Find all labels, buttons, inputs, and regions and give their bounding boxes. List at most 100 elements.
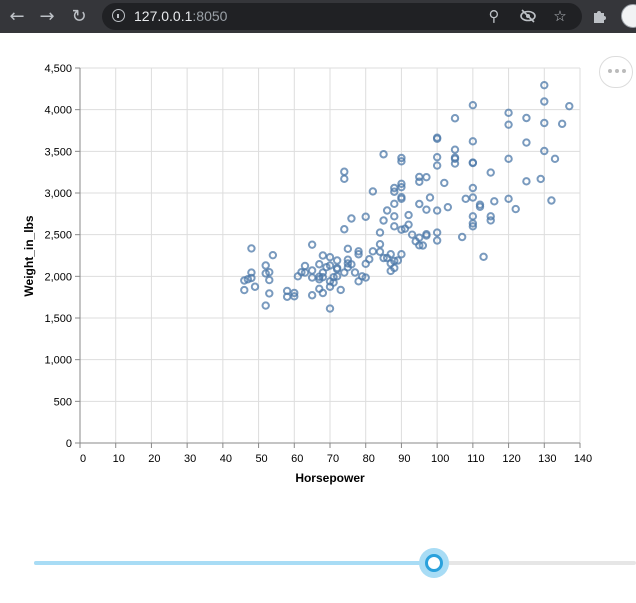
scatter-point[interactable]: [536, 174, 545, 184]
scatter-point[interactable]: [261, 301, 270, 310]
scatter-point[interactable]: [404, 220, 413, 229]
scatter-point[interactable]: [415, 177, 424, 186]
scatter-point[interactable]: [332, 263, 342, 273]
scatter-point[interactable]: [297, 267, 306, 277]
scatter-point[interactable]: [379, 216, 388, 225]
scatter-point[interactable]: [390, 263, 399, 273]
scatter-point[interactable]: [450, 145, 460, 154]
scatter-point[interactable]: [265, 267, 274, 277]
scatter-point[interactable]: [307, 273, 317, 282]
scatter-point[interactable]: [361, 273, 370, 282]
scatter-point[interactable]: [375, 247, 385, 256]
scatter-point[interactable]: [379, 150, 388, 159]
scatter-point[interactable]: [450, 114, 460, 123]
scatter-point[interactable]: [504, 120, 513, 129]
chart-actions-button[interactable]: [599, 56, 633, 88]
scatter-point[interactable]: [332, 256, 342, 265]
scatter-point[interactable]: [325, 261, 335, 270]
scatter-point[interactable]: [268, 250, 278, 260]
scatter-point[interactable]: [329, 278, 338, 287]
address-bar[interactable]: 127.0.0.1:8050 ⚲ ☆: [102, 3, 582, 30]
scatter-point[interactable]: [325, 252, 335, 262]
scatter-point[interactable]: [432, 228, 442, 237]
scatter-point[interactable]: [350, 268, 360, 277]
scatter-point[interactable]: [522, 113, 531, 123]
scatter-point[interactable]: [540, 97, 549, 106]
scatter-point[interactable]: [361, 212, 370, 221]
scatter-point[interactable]: [425, 193, 435, 202]
scatter-point[interactable]: [504, 108, 513, 118]
scatter-point[interactable]: [468, 100, 478, 110]
scatter-point[interactable]: [440, 178, 449, 188]
scatter-point[interactable]: [336, 285, 345, 295]
reload-icon[interactable]: ↻: [71, 5, 87, 27]
scatter-point[interactable]: [468, 137, 478, 146]
scatter-point[interactable]: [300, 261, 310, 271]
scatter-point[interactable]: [540, 80, 549, 90]
star-icon[interactable]: ☆: [553, 7, 567, 25]
scatter-point[interactable]: [415, 233, 424, 242]
scatter-point[interactable]: [450, 154, 460, 164]
scatter-point[interactable]: [307, 240, 317, 249]
forward-arrow-icon[interactable]: →: [39, 5, 55, 27]
scatter-point[interactable]: [318, 268, 328, 277]
scatter-point[interactable]: [250, 282, 260, 291]
scatter-point[interactable]: [343, 259, 353, 268]
scatter-point[interactable]: [290, 292, 299, 301]
slider-track[interactable]: [34, 548, 636, 578]
url-text[interactable]: 127.0.0.1:8050: [134, 8, 227, 24]
scatter-point[interactable]: [486, 216, 495, 225]
scatter-point[interactable]: [550, 154, 560, 164]
scatter-point[interactable]: [540, 146, 549, 156]
scatter-point[interactable]: [397, 250, 406, 259]
scatter-point[interactable]: [307, 291, 317, 300]
puzzle-icon[interactable]: [589, 5, 611, 27]
back-arrow-icon[interactable]: ←: [9, 5, 25, 27]
scatter-point[interactable]: [347, 214, 356, 223]
scatter-point[interactable]: [307, 266, 317, 275]
scatter-point[interactable]: [315, 260, 324, 269]
scatter-point[interactable]: [475, 200, 485, 209]
scatter-point[interactable]: [540, 118, 549, 128]
scatter-point[interactable]: [422, 172, 431, 182]
scatter-point[interactable]: [504, 154, 513, 164]
scatter-point[interactable]: [340, 174, 349, 184]
scatter-point[interactable]: [375, 240, 385, 249]
scatter-point[interactable]: [347, 260, 356, 269]
scatter-point[interactable]: [422, 231, 431, 240]
scatter-point[interactable]: [415, 199, 424, 209]
scatter-point[interactable]: [340, 167, 349, 176]
scatter-point[interactable]: [354, 247, 363, 256]
scatter-point[interactable]: [468, 158, 478, 167]
scatter-point[interactable]: [415, 241, 424, 250]
scatter-point[interactable]: [261, 261, 270, 270]
scatter-point[interactable]: [397, 179, 406, 189]
scatter-point[interactable]: [468, 219, 478, 228]
scatter-point[interactable]: [432, 206, 442, 215]
scatter-point[interactable]: [397, 194, 406, 204]
scatter-point[interactable]: [565, 101, 574, 111]
scatter-point[interactable]: [386, 250, 395, 259]
scatter-point[interactable]: [432, 236, 442, 245]
scatter-point[interactable]: [468, 193, 478, 202]
scatter-point[interactable]: [390, 187, 399, 196]
scatter-point[interactable]: [415, 172, 424, 182]
scatter-point[interactable]: [468, 222, 478, 231]
scatter-point[interactable]: [390, 212, 399, 221]
scatter-point[interactable]: [457, 232, 467, 242]
scatter-point[interactable]: [375, 228, 385, 237]
scatter-point[interactable]: [379, 253, 388, 263]
scatter-point[interactable]: [522, 177, 531, 186]
scatter-point[interactable]: [404, 210, 413, 220]
scatter-point[interactable]: [397, 182, 406, 192]
scatter-point[interactable]: [557, 119, 567, 129]
scatter-point[interactable]: [382, 206, 392, 215]
scatter-point[interactable]: [486, 168, 495, 177]
slider-handle[interactable]: [419, 548, 449, 578]
scatter-point[interactable]: [343, 244, 353, 254]
scatter-point[interactable]: [397, 153, 406, 163]
scatter-point[interactable]: [407, 230, 417, 239]
scatter-point[interactable]: [325, 304, 335, 313]
scatter-point[interactable]: [468, 183, 478, 193]
scatter-point[interactable]: [390, 199, 399, 209]
